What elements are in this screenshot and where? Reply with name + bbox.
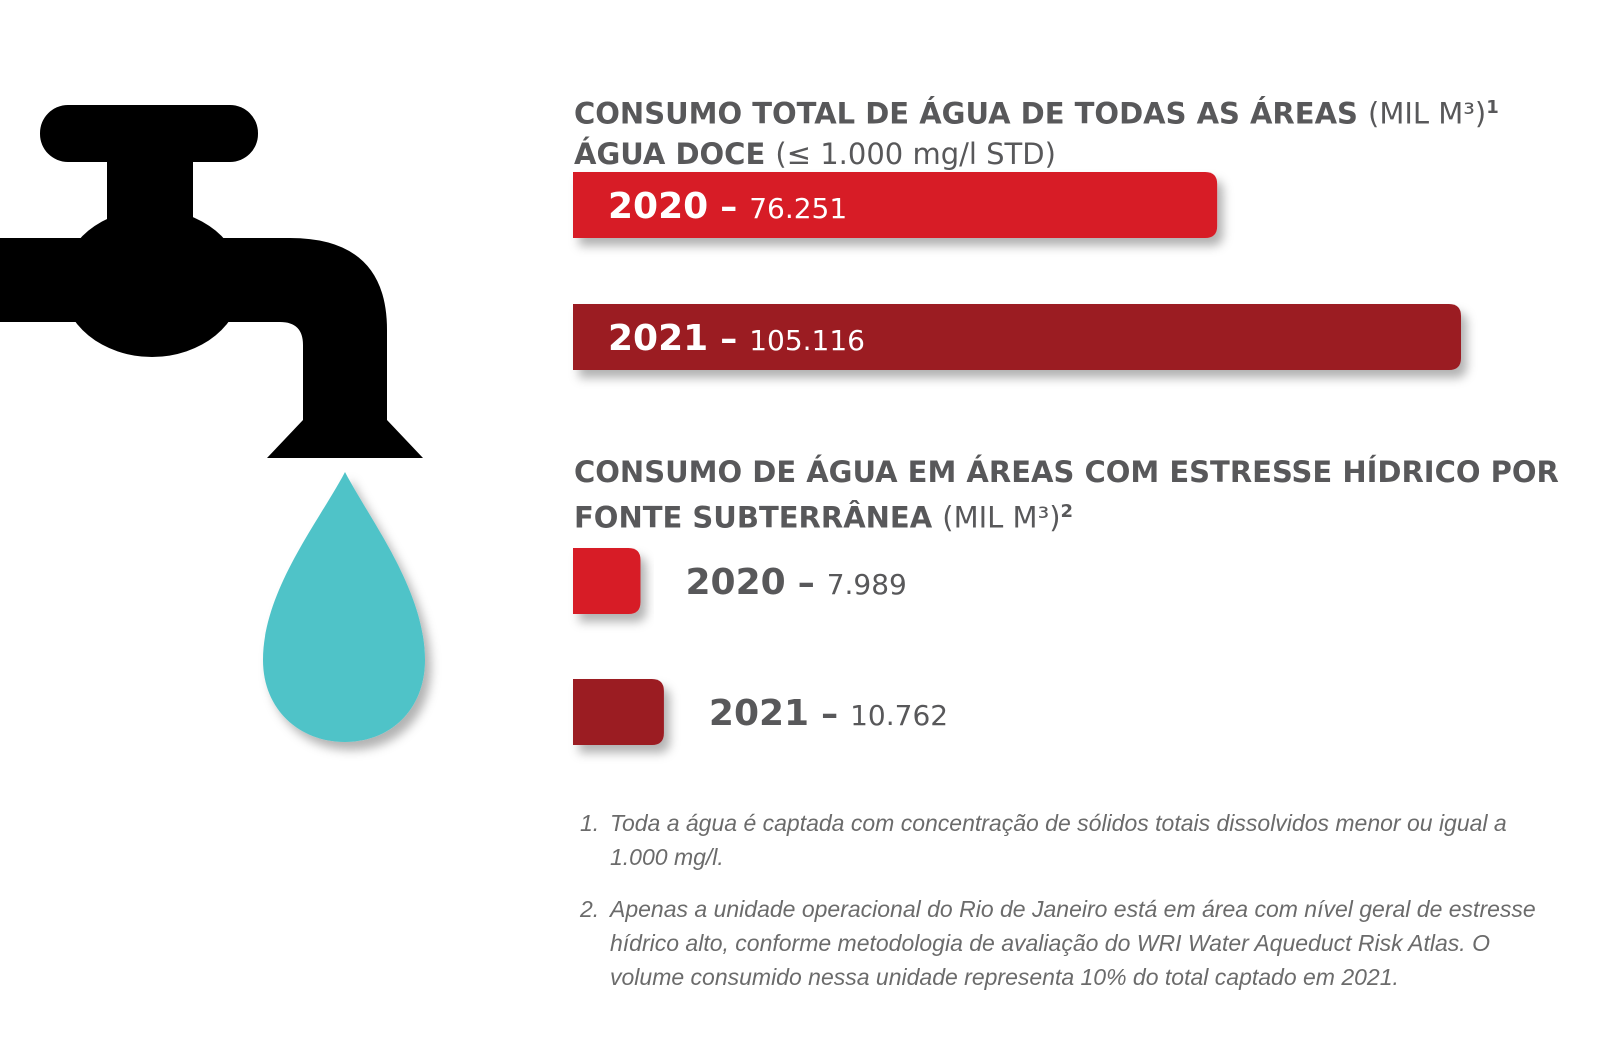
chart-title: CONSUMO DE ÁGUA EM ÁREAS COM ESTRESSE HÍ… (574, 452, 1584, 538)
category-label: 2021 (608, 318, 708, 359)
separator: – (821, 694, 838, 734)
subtitle: ÁGUA DOCE (574, 136, 766, 171)
title-text: CONSUMO TOTAL DE ÁGUA DE TODAS AS ÁREAS (574, 96, 1358, 131)
separator: – (798, 563, 815, 603)
bar (573, 172, 1218, 238)
footnote-number: 2. (580, 896, 600, 922)
category-label: 2020 (608, 186, 708, 227)
category-label: 2020 (685, 562, 785, 603)
bar-label: 2021–105.116 (608, 318, 865, 359)
faucet (0, 105, 423, 458)
footnote-text: Toda a água é captada com concentração d… (610, 810, 1507, 870)
title-unit: (MIL M³) (942, 500, 1061, 535)
footnote: 2. Apenas a unidade operacional do Rio de… (580, 892, 1540, 994)
footnote-text: Apenas a unidade operacional do Rio de J… (610, 896, 1536, 990)
title-note: 1 (1486, 97, 1499, 118)
value-label: 105.116 (749, 324, 865, 357)
bar (573, 304, 1461, 370)
category-label: 2021 (709, 693, 809, 734)
value-label: 7.989 (827, 568, 907, 601)
footnote-number: 1. (580, 810, 600, 836)
bar-label: 2020–76.251 (608, 186, 847, 227)
bar (573, 679, 664, 745)
bar (573, 548, 641, 614)
title-text: CONSUMO DE ÁGUA EM ÁREAS COM ESTRESSE HÍ… (574, 455, 1559, 535)
value-label: 10.762 (850, 699, 948, 732)
bar-label: 2020–7.989 (685, 562, 906, 603)
title-note: 2 (1060, 501, 1074, 522)
subtitle-detail: (≤ 1.000 mg/l STD) (775, 136, 1056, 171)
bar-label: 2021–10.762 (709, 693, 948, 734)
title-unit: (MIL M³) (1368, 96, 1487, 131)
chart-title: CONSUMO TOTAL DE ÁGUA DE TODAS AS ÁREAS … (574, 88, 1584, 174)
footnotes: 1. Toda a água é captada com concentração… (580, 806, 1540, 1012)
value-label: 76.251 (749, 192, 847, 225)
footnote: 1. Toda a água é captada com concentração… (580, 806, 1540, 874)
separator: – (720, 319, 737, 359)
water-drop (263, 472, 425, 742)
separator: – (720, 187, 737, 227)
